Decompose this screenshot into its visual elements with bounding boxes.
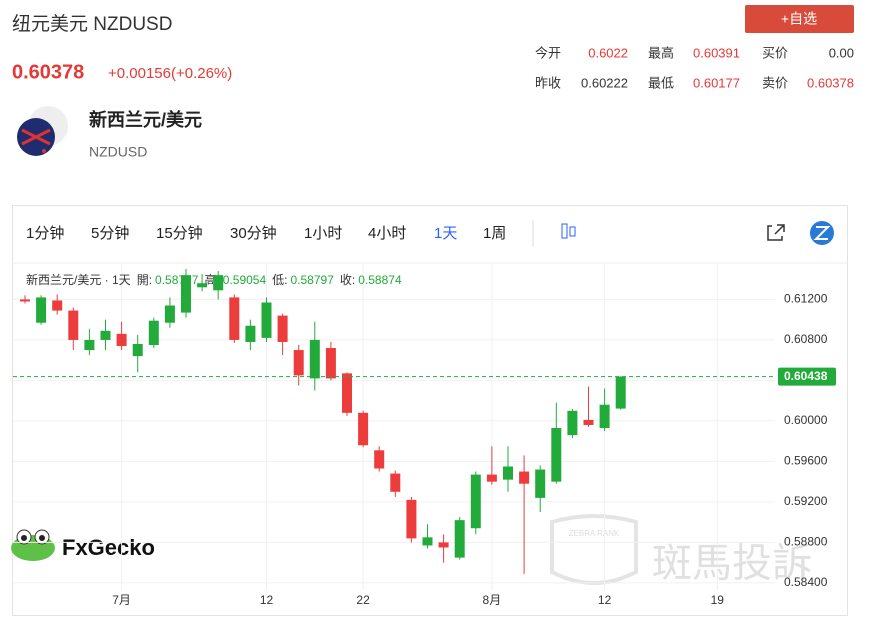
candle-body [261,302,272,338]
candle-body [36,297,47,323]
candle-body [213,275,224,291]
candle-body [148,320,159,345]
flag [17,106,68,156]
y-tick-label: 0.60000 [784,413,828,427]
legend-part: 開: [137,273,152,287]
last-price-label: 0.60438 [784,369,828,383]
stat-label: 最低 [648,75,674,90]
interval-button[interactable]: 5分钟 [91,225,129,242]
candle-body [422,537,433,546]
x-tick-label: 12 [598,593,612,607]
stat-value: 0.00 [829,45,854,60]
candle-body [567,410,578,436]
interval-button[interactable]: 15分钟 [156,225,203,242]
candle-body [358,412,369,446]
interval-button[interactable]: 1天 [434,225,457,242]
candle-body [100,330,111,340]
y-tick-label: 0.59200 [784,494,828,508]
stat-value: 0.60391 [693,45,740,60]
candle-body [583,419,594,425]
add-button[interactable] [745,5,854,33]
y-tick-label: 0.58400 [784,575,828,589]
candle-body [503,466,513,480]
stat-label: 今开 [535,45,561,60]
candle-body [277,315,288,342]
candle-body [325,348,336,379]
legend-part: 0.58874 [358,273,402,287]
candle-body [615,376,626,409]
candle-body [245,325,256,342]
y-tick-label: 0.58800 [784,535,828,549]
x-tick-label: 19 [711,593,725,607]
watermark-zebra: ZEBRA RANK 斑馬投訴 [550,514,812,586]
candle-body [309,339,320,379]
candle-body [197,283,208,288]
candle-body [519,471,530,484]
legend-part: 0.58797 [155,273,199,287]
interval-button[interactable]: 1周 [483,225,506,242]
interval-button[interactable]: 4小时 [368,225,406,242]
toolbar-icons[interactable] [561,221,834,245]
stat-label: 买价 [762,45,788,60]
stat-value: 0.60222 [581,75,628,90]
candle-body [390,473,401,492]
x-tick-label: 22 [356,593,370,607]
zebra-en: ZEBRA RANK [569,529,620,538]
last-price-tag [778,367,836,386]
price: 0.60378 [12,61,84,83]
stat-label: 卖价 [762,75,788,90]
candle-body [164,305,175,323]
candle-body [454,520,465,558]
interval-button[interactable]: 30分钟 [230,225,277,242]
legend-part: 新西兰元/美元 · 1天 [26,272,131,287]
y-tick-label: 0.59600 [784,454,828,468]
candle-body [181,275,191,313]
legend-part: 收: [340,273,355,287]
legend-part: 0.58797 [291,273,335,287]
chart-frame [12,205,848,616]
candle-body [229,297,240,340]
zebra-text: 斑馬投訴 [652,542,812,586]
candle-body [374,450,385,469]
candle-body [599,404,610,429]
candle-body [342,373,352,413]
instrument-name: 新西兰元/美元 [89,109,202,130]
instrument-code: NZDUSD [89,144,147,160]
brand-text: FxGecko [62,535,155,560]
stat-label: 最高 [648,45,674,60]
stat-value: 0.60378 [807,75,854,90]
x-tick-label: 12 [260,593,274,607]
watermark-brand: FxGecko [11,529,155,561]
candle-body [132,343,143,357]
change: +0.00156(+0.26%) [108,65,232,82]
title: 纽元美元 NZDUSD [12,13,172,35]
y-tick-label: 0.61200 [784,292,828,306]
stat-value: 0.60177 [693,75,740,90]
x-tick-label: 8月 [483,593,502,607]
legend-part: 0.59054 [223,273,267,287]
candle-body [535,469,546,498]
add-button-label[interactable]: +自选 [781,11,817,27]
candle-body [438,542,449,548]
candle-body [486,474,497,482]
stat-value: 0.6022 [588,45,628,60]
interval-button[interactable]: 1小时 [304,225,342,242]
candle-body [293,350,304,376]
candle-body [551,428,562,482]
candle-body [470,474,481,529]
candle-body [20,299,30,302]
candle-body [406,499,417,539]
candle-body [52,300,63,311]
x-tick-label: 7月 [112,593,131,607]
candle-body [116,333,127,347]
interval-button[interactable]: 1分钟 [26,225,64,242]
stat-label: 昨收 [535,75,561,90]
candle-body [68,310,79,340]
legend-part: 低: [272,273,287,287]
y-tick-label: 0.60800 [784,332,828,346]
candle-body [84,339,95,351]
